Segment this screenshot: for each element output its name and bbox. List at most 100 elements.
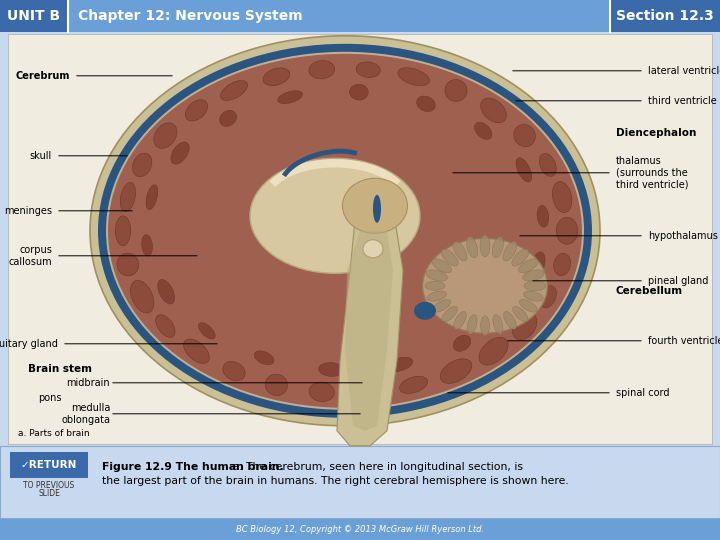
Ellipse shape <box>426 270 447 281</box>
Ellipse shape <box>309 382 335 402</box>
Text: UNIT B: UNIT B <box>7 9 60 23</box>
Text: pineal gland: pineal gland <box>648 276 708 286</box>
Text: Chapter 12: Nervous System: Chapter 12: Nervous System <box>78 9 302 23</box>
Ellipse shape <box>492 237 503 258</box>
Bar <box>0 0 720 32</box>
Ellipse shape <box>106 52 584 410</box>
Ellipse shape <box>552 181 572 213</box>
Ellipse shape <box>440 359 472 383</box>
Ellipse shape <box>158 279 175 304</box>
Ellipse shape <box>503 241 517 261</box>
Ellipse shape <box>453 241 467 261</box>
Ellipse shape <box>539 286 557 308</box>
Text: BC Biology 12, Copyright © 2013 McGraw Hill Ryerson Ltd.: BC Biology 12, Copyright © 2013 McGraw H… <box>236 524 484 534</box>
Ellipse shape <box>479 338 508 365</box>
Text: meninges: meninges <box>4 206 52 216</box>
Ellipse shape <box>539 153 557 177</box>
Ellipse shape <box>98 44 592 418</box>
Ellipse shape <box>481 98 506 123</box>
Bar <box>10 452 88 478</box>
Ellipse shape <box>156 315 175 338</box>
Ellipse shape <box>198 322 215 339</box>
Text: Cerebellum: Cerebellum <box>616 286 683 296</box>
Bar <box>0 518 720 540</box>
Ellipse shape <box>220 110 237 126</box>
Text: fourth ventricle: fourth ventricle <box>648 336 720 346</box>
Ellipse shape <box>265 374 287 396</box>
Ellipse shape <box>387 357 413 372</box>
Text: third ventricle: third ventricle <box>648 96 716 106</box>
Ellipse shape <box>442 306 457 322</box>
Bar <box>8 34 712 444</box>
Ellipse shape <box>512 249 529 266</box>
Ellipse shape <box>427 291 446 301</box>
Ellipse shape <box>524 281 546 291</box>
Ellipse shape <box>171 142 189 164</box>
Ellipse shape <box>474 122 492 139</box>
Ellipse shape <box>531 252 545 277</box>
Polygon shape <box>337 221 403 446</box>
Ellipse shape <box>445 79 467 102</box>
Ellipse shape <box>513 313 537 340</box>
Ellipse shape <box>185 100 207 121</box>
Ellipse shape <box>518 259 538 273</box>
Text: Figure 12.9 The human brain.: Figure 12.9 The human brain. <box>102 462 284 472</box>
Ellipse shape <box>278 91 302 104</box>
Ellipse shape <box>250 158 420 273</box>
Ellipse shape <box>504 312 516 329</box>
Text: pons: pons <box>38 393 61 403</box>
Text: TO PREVIOUS: TO PREVIOUS <box>23 481 75 489</box>
Ellipse shape <box>414 302 436 320</box>
Text: midbrain: midbrain <box>66 378 110 388</box>
Ellipse shape <box>117 253 139 276</box>
Text: a. Parts of brain: a. Parts of brain <box>18 429 89 438</box>
Text: Cerebrum: Cerebrum <box>16 71 70 81</box>
Ellipse shape <box>254 351 274 364</box>
Text: ✓RETURN: ✓RETURN <box>21 460 77 470</box>
Ellipse shape <box>132 153 152 177</box>
Ellipse shape <box>400 376 428 394</box>
Ellipse shape <box>417 96 436 112</box>
Ellipse shape <box>467 315 477 334</box>
Ellipse shape <box>363 240 383 258</box>
Ellipse shape <box>523 270 544 281</box>
Ellipse shape <box>130 280 154 313</box>
Text: a. The cerebrum, seen here in longitudinal section, is: a. The cerebrum, seen here in longitudin… <box>230 462 523 472</box>
Text: the largest part of the brain in humans. The right cerebral hemisphere is shown : the largest part of the brain in humans.… <box>102 476 569 486</box>
Ellipse shape <box>501 298 519 320</box>
Ellipse shape <box>514 125 536 147</box>
Ellipse shape <box>513 306 528 322</box>
Ellipse shape <box>120 183 135 212</box>
Ellipse shape <box>142 234 153 256</box>
Ellipse shape <box>108 54 582 408</box>
Ellipse shape <box>154 123 177 148</box>
Text: Diencephalon: Diencephalon <box>616 128 696 138</box>
Text: medulla
oblongata: medulla oblongata <box>61 403 110 424</box>
Text: skull: skull <box>30 151 52 161</box>
Ellipse shape <box>467 237 477 258</box>
Text: hypothalamus: hypothalamus <box>648 231 718 241</box>
Bar <box>0 446 720 518</box>
Ellipse shape <box>516 158 532 182</box>
Ellipse shape <box>373 195 381 223</box>
Ellipse shape <box>480 235 490 257</box>
Ellipse shape <box>493 315 503 334</box>
Ellipse shape <box>441 249 458 266</box>
Ellipse shape <box>309 60 335 79</box>
Ellipse shape <box>115 216 131 246</box>
Text: pituitary gland: pituitary gland <box>0 339 58 349</box>
Ellipse shape <box>356 62 380 77</box>
Ellipse shape <box>318 362 343 376</box>
Text: Brain stem: Brain stem <box>28 364 92 374</box>
Ellipse shape <box>223 361 245 381</box>
Ellipse shape <box>432 259 451 273</box>
Text: Section 12.3: Section 12.3 <box>616 9 714 23</box>
Ellipse shape <box>554 253 571 275</box>
Text: spinal cord: spinal cord <box>616 388 670 398</box>
Ellipse shape <box>184 339 210 363</box>
Ellipse shape <box>519 300 537 312</box>
Ellipse shape <box>556 218 578 244</box>
Ellipse shape <box>220 80 248 100</box>
Ellipse shape <box>355 383 381 401</box>
Ellipse shape <box>398 68 429 86</box>
